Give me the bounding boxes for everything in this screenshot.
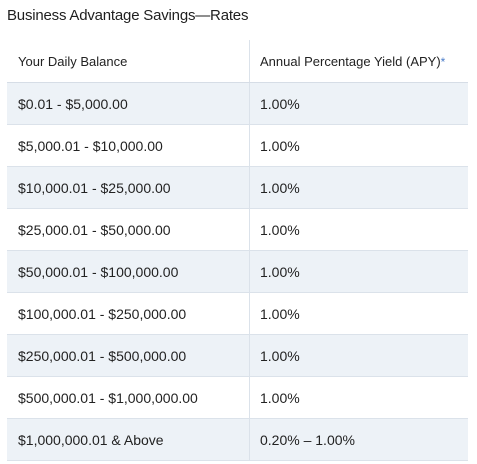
column-header-balance-label: Your Daily Balance: [18, 53, 128, 69]
table-row: $10,000.01 - $25,000.00 1.00%: [7, 166, 468, 209]
table-row: $5,000.01 - $10,000.00 1.00%: [7, 124, 468, 167]
table-row: $250,000.01 - $500,000.00 1.00%: [7, 334, 468, 377]
balance-cell: $100,000.01 - $250,000.00: [7, 292, 250, 335]
table-row: $25,000.01 - $50,000.00 1.00%: [7, 208, 468, 251]
apy-cell: 1.00%: [249, 250, 468, 293]
balance-cell: $250,000.01 - $500,000.00: [7, 334, 250, 377]
balance-cell: $50,000.01 - $100,000.00: [7, 250, 250, 293]
balance-cell: $0.01 - $5,000.00: [7, 82, 250, 125]
table-row: $100,000.01 - $250,000.00 1.00%: [7, 292, 468, 335]
apy-cell: 1.00%: [249, 124, 468, 167]
balance-cell: $5,000.01 - $10,000.00: [7, 124, 250, 167]
apy-cell: 1.00%: [249, 292, 468, 335]
column-header-apy-label: Annual Percentage Yield (APY): [260, 53, 441, 69]
table-row: $500,000.01 - $1,000,000.00 1.00%: [7, 376, 468, 419]
table-row: $50,000.01 - $100,000.00 1.00%: [7, 250, 468, 293]
apy-cell: 1.00%: [249, 334, 468, 377]
apy-cell: 1.00%: [249, 376, 468, 419]
page-title: Business Advantage Savings—Rates: [7, 7, 249, 24]
table-header-row: Your Daily Balance Annual Percentage Yie…: [7, 40, 468, 83]
column-header-apy: Annual Percentage Yield (APY)*: [249, 40, 468, 83]
apy-cell: 1.00%: [249, 166, 468, 209]
balance-cell: $1,000,000.01 & Above: [7, 418, 250, 461]
apy-cell: 1.00%: [249, 208, 468, 251]
balance-cell: $25,000.01 - $50,000.00: [7, 208, 250, 251]
balance-cell: $500,000.01 - $1,000,000.00: [7, 376, 250, 419]
apy-cell: 1.00%: [249, 82, 468, 125]
column-header-balance: Your Daily Balance: [7, 40, 250, 83]
table-row: $1,000,000.01 & Above 0.20% – 1.00%: [7, 418, 468, 461]
rates-table: Your Daily Balance Annual Percentage Yie…: [7, 40, 468, 461]
balance-cell: $10,000.01 - $25,000.00: [7, 166, 250, 209]
table-row: $0.01 - $5,000.00 1.00%: [7, 82, 468, 125]
apy-cell: 0.20% – 1.00%: [249, 418, 468, 461]
apy-footnote-link[interactable]: *: [440, 54, 446, 69]
